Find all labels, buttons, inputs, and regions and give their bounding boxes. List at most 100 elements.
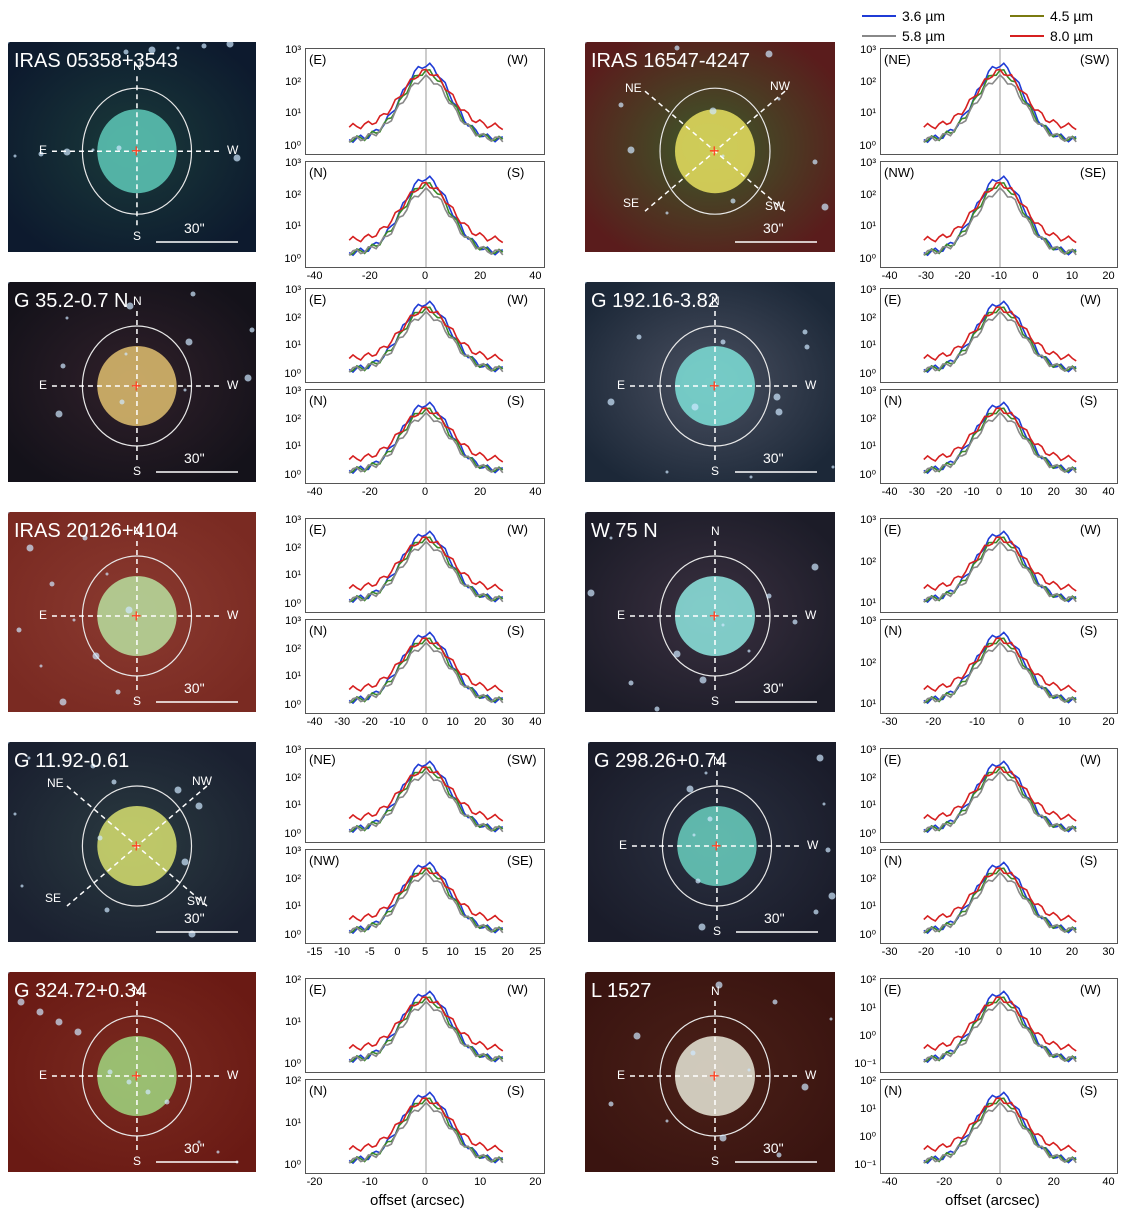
star	[8, 512, 10, 514]
legend-line	[1010, 35, 1044, 37]
profile-plot	[348, 162, 504, 267]
direction-label: E	[38, 608, 47, 622]
profile-dir-left: (N)	[309, 165, 328, 180]
direction-label: N	[712, 754, 722, 768]
star	[174, 786, 182, 794]
x-tick: -20	[936, 1176, 953, 1188]
x-tick: 0	[421, 716, 429, 728]
star	[107, 1069, 113, 1075]
star	[674, 45, 680, 51]
star	[197, 1140, 201, 1144]
star	[38, 151, 44, 157]
profile-line	[923, 637, 1077, 693]
direction-label: W	[226, 608, 239, 622]
y-tick: 10⁰	[284, 253, 301, 265]
x-tick: -30	[881, 946, 898, 958]
x-tick: 30	[501, 716, 514, 728]
profile-top	[880, 288, 1118, 383]
source-name: G 298.26+0.74	[594, 750, 727, 772]
profile-plot	[923, 289, 1077, 382]
y-tick: 10²	[285, 311, 301, 324]
profile-line	[348, 62, 504, 144]
profile-plot	[923, 162, 1077, 267]
star	[773, 393, 781, 401]
star	[13, 154, 17, 158]
direction-label: W	[806, 838, 819, 852]
image-panel-1: + IRAS 16547-4247 30" NE NW SE SW	[585, 42, 835, 252]
legend-label: 8.0 µm	[1050, 28, 1094, 44]
star	[8, 742, 10, 744]
star	[36, 1008, 44, 1016]
direction-label: N	[711, 524, 720, 538]
x-tick: 20	[474, 486, 487, 498]
star	[82, 535, 88, 541]
direction-label: W	[226, 378, 239, 392]
contour	[81, 785, 193, 907]
x-tick: -10	[954, 946, 971, 958]
y-tick: 10⁰	[284, 828, 301, 840]
source-image: +	[8, 742, 256, 942]
x-tick: -30	[881, 716, 898, 728]
image-panel-4: + IRAS 20126+4104 30" E W N S	[8, 512, 256, 712]
cut-line	[644, 90, 786, 212]
x-tick: 20	[1102, 716, 1115, 728]
profile-top	[305, 978, 545, 1073]
direction-label: S	[711, 694, 720, 708]
profile-top	[305, 48, 545, 155]
star	[39, 664, 43, 668]
profile-dir-right: (W)	[1080, 522, 1101, 537]
profile-dir-right: (W)	[507, 52, 528, 67]
y-tick: 10²	[860, 974, 876, 986]
star	[185, 338, 193, 346]
star	[249, 327, 255, 333]
star	[772, 999, 778, 1005]
profile-dir-left: (E)	[884, 752, 902, 767]
star	[226, 42, 234, 48]
direction-label: NE	[46, 776, 64, 790]
profile-line	[923, 770, 1077, 833]
profile-line	[348, 766, 504, 822]
x-tick: -30	[334, 716, 351, 728]
profile-line	[923, 407, 1077, 463]
star	[119, 399, 125, 405]
y-tick: 10⁰	[859, 469, 876, 481]
profile-line	[923, 641, 1077, 704]
profile-plot	[923, 979, 1077, 1072]
profile-plot	[923, 390, 1077, 483]
profile-line	[923, 73, 1077, 143]
y-tick: 10⁰	[284, 469, 301, 481]
x-tick: 0	[995, 1176, 1003, 1188]
profile-dir-right: (W)	[1080, 292, 1101, 307]
y-tick: 10¹	[860, 799, 876, 812]
source-name: G 192.16-3.82	[591, 290, 719, 312]
y-tick: 10²	[285, 974, 301, 986]
star	[792, 619, 798, 625]
image-panel-9: + L 1527 30" E W N S	[585, 972, 835, 1172]
x-tick: -10	[389, 716, 406, 728]
source-name: W 75 N	[591, 520, 658, 542]
profile-top	[880, 748, 1118, 843]
profile-line	[348, 407, 504, 463]
profile-line	[923, 536, 1077, 592]
x-tick: 20	[1047, 486, 1060, 498]
star	[8, 972, 10, 974]
x-tick: 10	[1065, 270, 1079, 282]
profile-dir-right: (W)	[507, 522, 528, 537]
profile-line	[923, 530, 1077, 604]
star	[828, 892, 836, 900]
y-tick: 10⁰	[859, 828, 876, 840]
source-name: IRAS 20126+4104	[14, 520, 179, 542]
legend-label: 4.5 µm	[1050, 8, 1094, 24]
x-tick: 30	[1074, 486, 1088, 498]
y-tick: 10³	[285, 845, 301, 857]
star	[609, 536, 613, 540]
source-image: +	[585, 282, 835, 482]
x-tick: 20	[1102, 270, 1115, 282]
star	[104, 907, 110, 913]
star	[816, 754, 824, 762]
star	[673, 650, 681, 658]
star	[27, 756, 31, 760]
y-tick: 10²	[860, 1075, 876, 1087]
star	[233, 154, 241, 162]
y-tick: 10²	[285, 188, 301, 201]
